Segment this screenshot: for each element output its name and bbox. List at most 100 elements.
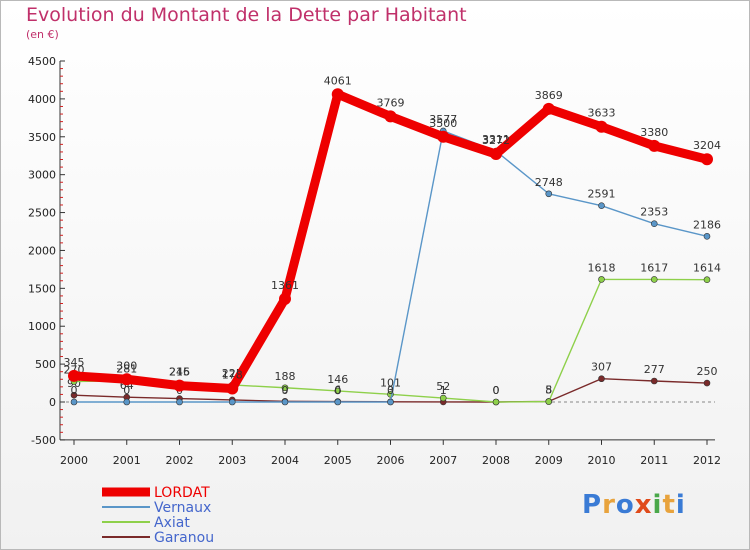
data-point-lordat (701, 153, 713, 166)
data-point-lordat (437, 130, 450, 143)
logo-letter: i (652, 490, 663, 520)
x-tick-label: 2004 (271, 454, 299, 467)
x-tick-label: 2000 (60, 454, 88, 467)
legend-label-lordat: LORDAT (154, 485, 210, 501)
data-point-vernaux (334, 398, 342, 406)
legend-label-vernaux: Vernaux (154, 500, 211, 516)
data-label-lordat: 1361 (271, 279, 299, 292)
data-label-lordat: 178 (222, 369, 243, 382)
data-label-axiat: 281 (116, 363, 137, 376)
legend-label-axiat: Axiat (154, 515, 190, 531)
logo-letter: r (602, 490, 616, 520)
y-tick-label: 2500 (28, 207, 56, 220)
data-label-axiat: 0 (493, 384, 500, 397)
y-tick-label: 3000 (28, 169, 56, 182)
data-label-lordat: 3633 (588, 107, 616, 120)
data-label-lordat: 4061 (324, 74, 352, 87)
data-label-axiat: 1618 (588, 261, 616, 274)
data-label-lordat: 216 (169, 366, 190, 379)
data-point-vernaux (281, 398, 289, 406)
data-label-vernaux: 0 (282, 384, 289, 397)
data-point-lordat (68, 369, 80, 382)
logo-letter: o (615, 490, 635, 520)
data-label-garanou: 0 (493, 384, 500, 397)
data-label-garanou: 1 (440, 384, 447, 397)
data-point-lordat (648, 139, 661, 152)
data-label-axiat: 1614 (693, 262, 721, 275)
x-tick-label: 2007 (429, 454, 457, 467)
x-tick-label: 2008 (482, 454, 510, 467)
x-tick-label: 2009 (535, 454, 563, 467)
data-label-axiat: 146 (327, 373, 348, 386)
data-label-garanou: 8 (545, 383, 552, 396)
data-point-lordat (120, 373, 133, 386)
data-point-lordat (384, 110, 397, 123)
data-point-garanou (703, 379, 711, 387)
x-tick-label: 2006 (377, 454, 405, 467)
y-tick-label: 3500 (28, 131, 56, 144)
data-label-vernaux: 2353 (640, 206, 668, 219)
data-point-axiat (492, 398, 500, 406)
series-line-lordat (69, 89, 712, 394)
data-point-axiat (703, 276, 711, 283)
data-label-lordat: 300 (116, 359, 137, 372)
data-point-axiat (281, 384, 289, 392)
data-label-axiat: 1617 (640, 261, 668, 274)
data-label-garanou: 277 (644, 363, 665, 376)
data-label-garanou: 250 (697, 365, 718, 378)
data-point-lordat (331, 88, 344, 101)
data-label-lordat: 3769 (377, 96, 405, 109)
data-label-lordat: 3380 (640, 126, 668, 139)
data-point-axiat (650, 276, 658, 283)
data-point-axiat (334, 387, 342, 395)
data-point-lordat (279, 292, 291, 305)
x-tick-label: 2005 (324, 454, 352, 467)
proxiti-logo: Proxiti (582, 490, 686, 520)
data-point-vernaux (123, 398, 131, 406)
data-point-axiat (439, 394, 447, 402)
x-tick-label: 2002 (166, 454, 194, 467)
data-label-axiat: 5 (545, 384, 552, 397)
data-point-garanou (70, 391, 78, 399)
data-label-axiat: 245 (169, 365, 190, 378)
data-point-vernaux (228, 398, 236, 406)
data-label-lordat: 3272 (482, 134, 510, 147)
data-point-vernaux (545, 190, 553, 198)
data-label-vernaux: 2591 (588, 188, 616, 201)
data-point-lordat (490, 148, 502, 161)
x-tick-label: 2011 (640, 454, 668, 467)
data-point-lordat (226, 382, 239, 395)
logo-letter: i (675, 490, 686, 520)
data-point-vernaux (598, 202, 605, 209)
y-tick-label: 4000 (28, 93, 56, 106)
data-label-vernaux: 2186 (693, 218, 721, 231)
data-point-vernaux (387, 398, 394, 406)
data-label-lordat: 3500 (429, 117, 457, 130)
data-point-lordat (595, 120, 608, 133)
logo-letter: P (582, 490, 603, 520)
y-tick-label: 1000 (28, 320, 56, 333)
data-point-vernaux (703, 233, 711, 240)
data-point-lordat (542, 102, 555, 115)
data-label-vernaux: 0 (334, 384, 341, 397)
data-label-axiat: 188 (275, 370, 296, 383)
data-point-garanou (598, 375, 605, 383)
data-label-axiat: 52 (436, 380, 450, 393)
data-label-lordat: 3869 (535, 89, 563, 102)
data-label-vernaux: 3577 (429, 113, 457, 126)
data-label-vernaux: 0 (71, 384, 78, 397)
x-tick-label: 2012 (693, 454, 721, 467)
data-point-axiat (598, 276, 605, 283)
data-label-axiat: 101 (380, 376, 401, 389)
y-tick-label: 2000 (28, 244, 56, 257)
x-tick-label: 2010 (588, 454, 616, 467)
y-tick-label: 0 (49, 396, 56, 409)
chart-title: Evolution du Montant de la Dette par Hab… (26, 4, 467, 26)
logo-letter: t (662, 490, 676, 520)
legend-label-garanou: Garanou (154, 530, 214, 546)
chart-subtitle: (en €) (26, 28, 59, 41)
data-point-vernaux (70, 398, 78, 406)
y-tick-label: 1500 (28, 282, 56, 295)
